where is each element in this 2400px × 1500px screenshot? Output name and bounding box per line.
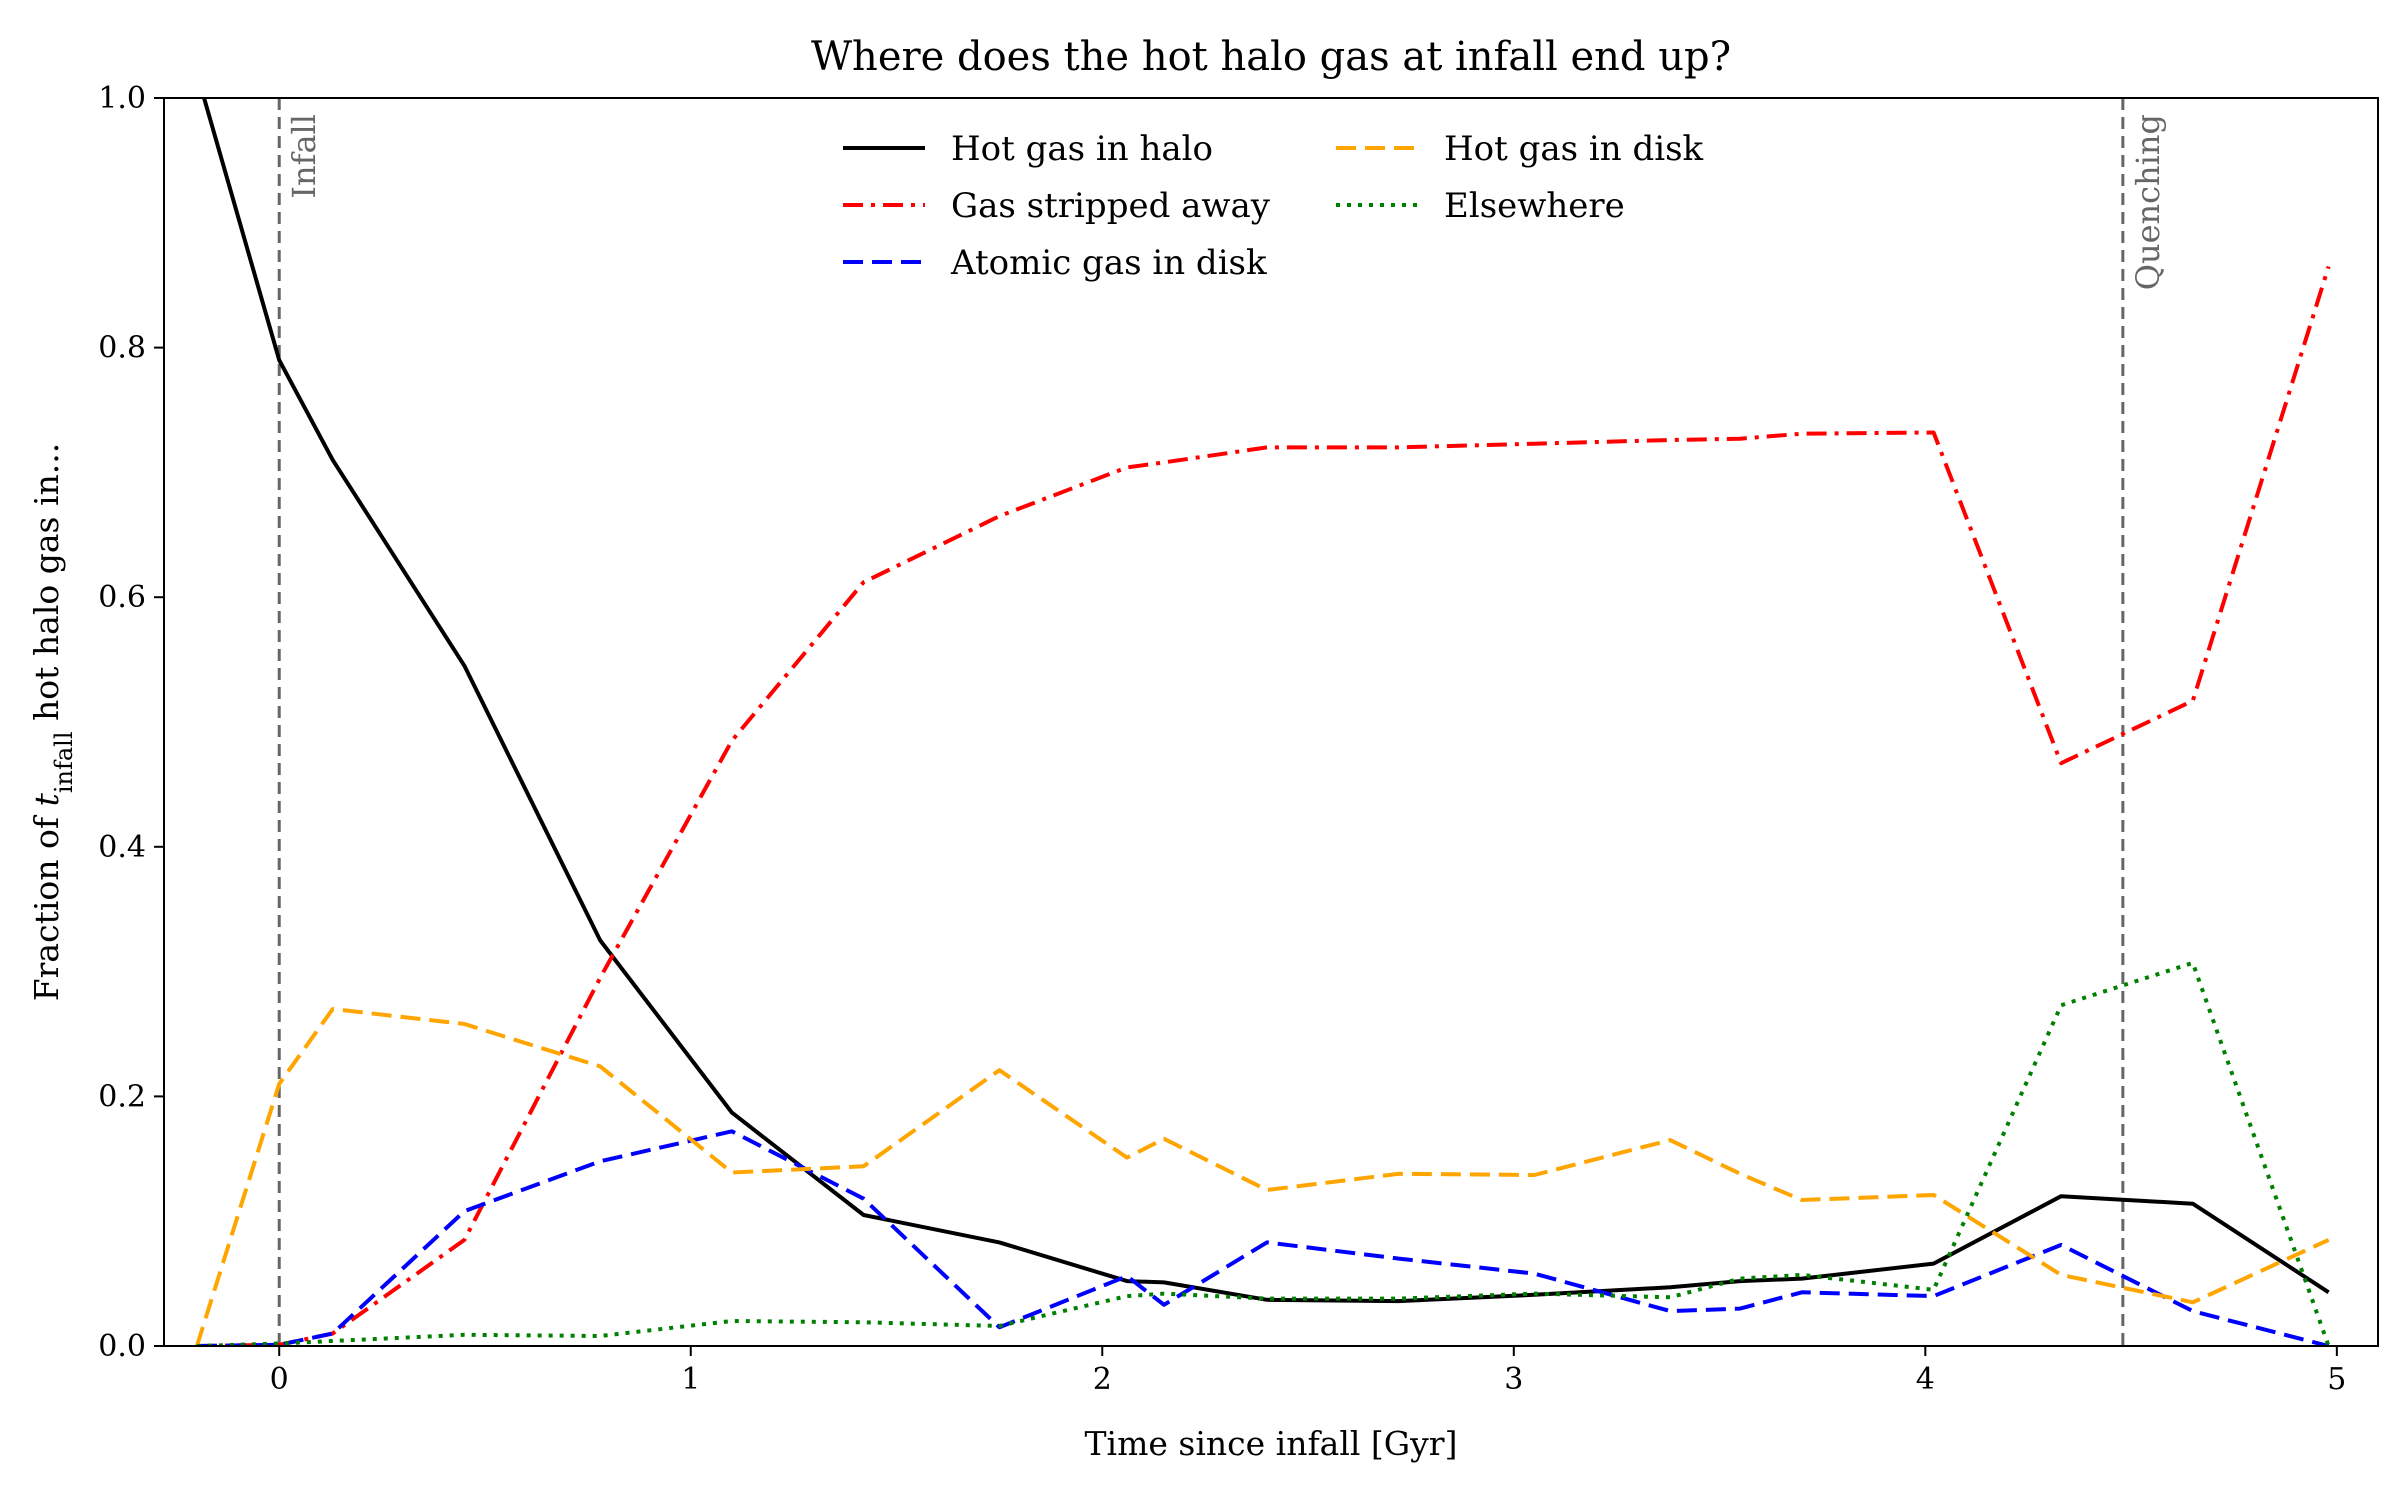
y-tick-label: 0.4 [98,830,146,865]
series-hot-gas-in-halo [201,98,2330,1304]
y-axis-label: Fraction of tinfall hot halo gas in... [27,443,78,1001]
x-tick-label: 0 [270,1362,289,1397]
y-axis-label-sub: infall [50,731,78,793]
legend-label-hot-gas-in-halo: Hot gas in halo [951,129,1213,169]
series-layer [194,98,2331,1346]
legend-label-elsewhere: Elsewhere [1444,186,1625,226]
legend-label-gas-stripped-away: Gas stripped away [951,186,1271,226]
y-tick-label: 1.0 [98,81,146,116]
x-tick-label: 2 [1093,1362,1112,1397]
y-tick-label: 0.8 [98,331,146,366]
plot-frame [163,97,2379,1347]
series-gas-stripped-away [196,265,2331,1346]
x-tick-label: 5 [2327,1362,2346,1397]
y-tick-label: 0.2 [98,1079,146,1114]
x-tick-label: 3 [1504,1362,1523,1397]
y-tick-label: 0.6 [98,580,146,615]
vertical-markers: Infall Quenching [277,98,2167,1346]
vline-label-infall: Infall [285,114,323,199]
y-axis-label-var: t [27,792,66,806]
vline-label-quenching: Quenching [2129,114,2167,290]
y-axis-label-suffix: hot halo gas in... [27,443,66,732]
x-tick-label: 4 [1916,1362,1935,1397]
series-elsewhere [196,960,2331,1346]
x-tick-label: 1 [681,1362,700,1397]
x-axis-label: Time since infall [Gyr] [1085,1424,1458,1463]
y-axis: 0.0 0.2 0.4 0.6 0.8 1.0 [98,81,164,1364]
series-atomic-gas-in-disk [196,1129,2330,1346]
y-axis-label-prefix: Fraction of [27,806,66,1001]
legend-label-hot-gas-in-disk: Hot gas in disk [1444,129,1704,169]
series-hot-gas-in-disk [194,1007,2330,1346]
x-axis: 0 1 2 3 4 5 [270,1346,2346,1397]
chart-title: Where does the hot halo gas at infall en… [811,34,1731,80]
legend: Hot gas in halo Gas stripped away Atomic g… [843,129,1704,283]
y-tick-label: 0.0 [98,1329,146,1364]
legend-label-atomic-gas-in-disk: Atomic gas in disk [950,243,1267,283]
